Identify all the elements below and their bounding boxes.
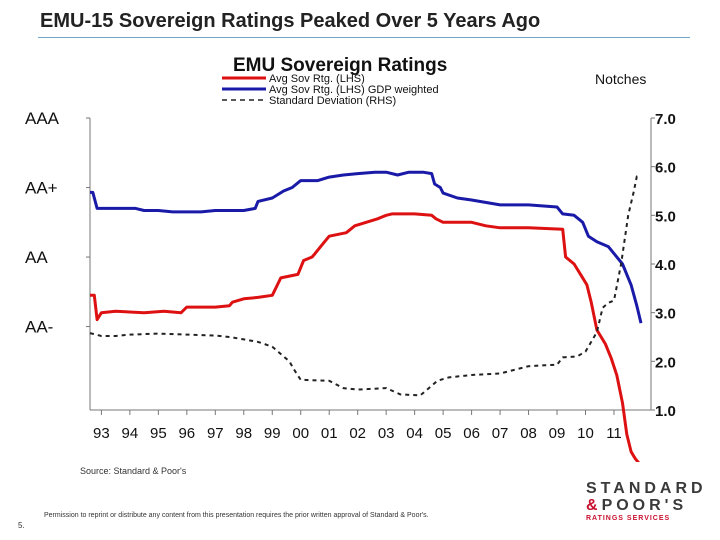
right-tick-label: 2.0: [655, 354, 676, 371]
series-line-gdp-weighted-rating-line: [90, 170, 643, 324]
x-tick-label: 11: [606, 425, 622, 442]
page-number: 5.: [18, 521, 25, 530]
right-tick-label: 4.0: [655, 257, 676, 274]
right-axis-title: Notches: [595, 71, 646, 87]
x-tick-label: 05: [435, 425, 452, 442]
x-tick-label: 03: [378, 425, 395, 442]
x-tick-label: 95: [150, 425, 167, 442]
left-tick-label: AA: [25, 248, 48, 267]
logo-ampersand: &: [586, 497, 602, 514]
logo-line-2: &POOR'S: [586, 497, 706, 514]
x-tick-label: 99: [264, 425, 281, 442]
x-tick-label: 08: [520, 425, 537, 442]
x-tick-label: 93: [93, 425, 110, 442]
slide-title: EMU-15 Sovereign Ratings Peaked Over 5 Y…: [40, 10, 541, 32]
x-tick-label: 02: [349, 425, 366, 442]
legend-label-2: Avg Sov Rtg. (LHS) GDP weighted: [269, 84, 439, 96]
sp-logo: STANDARD &POOR'S RATINGS SERVICES: [586, 480, 706, 522]
title-rule: [38, 37, 690, 38]
x-tick-label: 04: [406, 425, 423, 442]
left-tick-label: AAA: [25, 109, 60, 128]
x-tick-label: 06: [463, 425, 480, 442]
x-tick-label: 00: [292, 425, 309, 442]
right-tick-label: 7.0: [655, 111, 676, 128]
right-tick-label: 6.0: [655, 160, 676, 177]
legend: Avg Sov Rtg. (LHS)Avg Sov Rtg. (LHS) GDP…: [222, 73, 439, 107]
right-tick-label: 5.0: [655, 208, 676, 225]
legend-label-3: Standard Deviation (RHS): [269, 95, 396, 107]
x-tick-label: 10: [577, 425, 594, 442]
logo-line-1: STANDARD: [586, 480, 707, 497]
x-tick-label: 09: [549, 425, 566, 442]
left-tick-label: AA-: [25, 318, 53, 337]
logo-line-3: RATINGS SERVICES: [586, 515, 671, 522]
logo-line-2-text: POOR'S: [601, 497, 688, 514]
x-tick-label: 96: [178, 425, 195, 442]
permission-note: Permission to reprint or distribute any …: [44, 512, 429, 519]
legend-label-1: Avg Sov Rtg. (LHS): [269, 73, 365, 85]
series-line-std-deviation-line: [89, 175, 641, 397]
series-line-avg-sov-rating-line: [90, 212, 640, 462]
source-note: Source: Standard & Poor's: [80, 466, 187, 476]
ratings-chart: EMU Sovereign Ratings Notches Avg Sov Rt…: [25, 55, 676, 462]
x-tick-label: 01: [321, 425, 338, 442]
x-tick-label: 07: [492, 425, 509, 442]
x-tick-label: 94: [122, 425, 139, 442]
left-tick-label: AA+: [25, 179, 58, 198]
right-tick-label: 3.0: [655, 306, 676, 323]
x-tick-label: 98: [235, 425, 252, 442]
axes: AAA AA+ AA AA- 7.0 6.0 5.0 4.0 3.0 2.0 1.0 93 94 95 96…: [25, 109, 676, 442]
right-tick-label: 1.0: [655, 403, 676, 420]
series-layer: [89, 170, 643, 462]
x-tick-label: 97: [207, 425, 224, 442]
chart-title: EMU Sovereign Ratings: [233, 55, 447, 76]
